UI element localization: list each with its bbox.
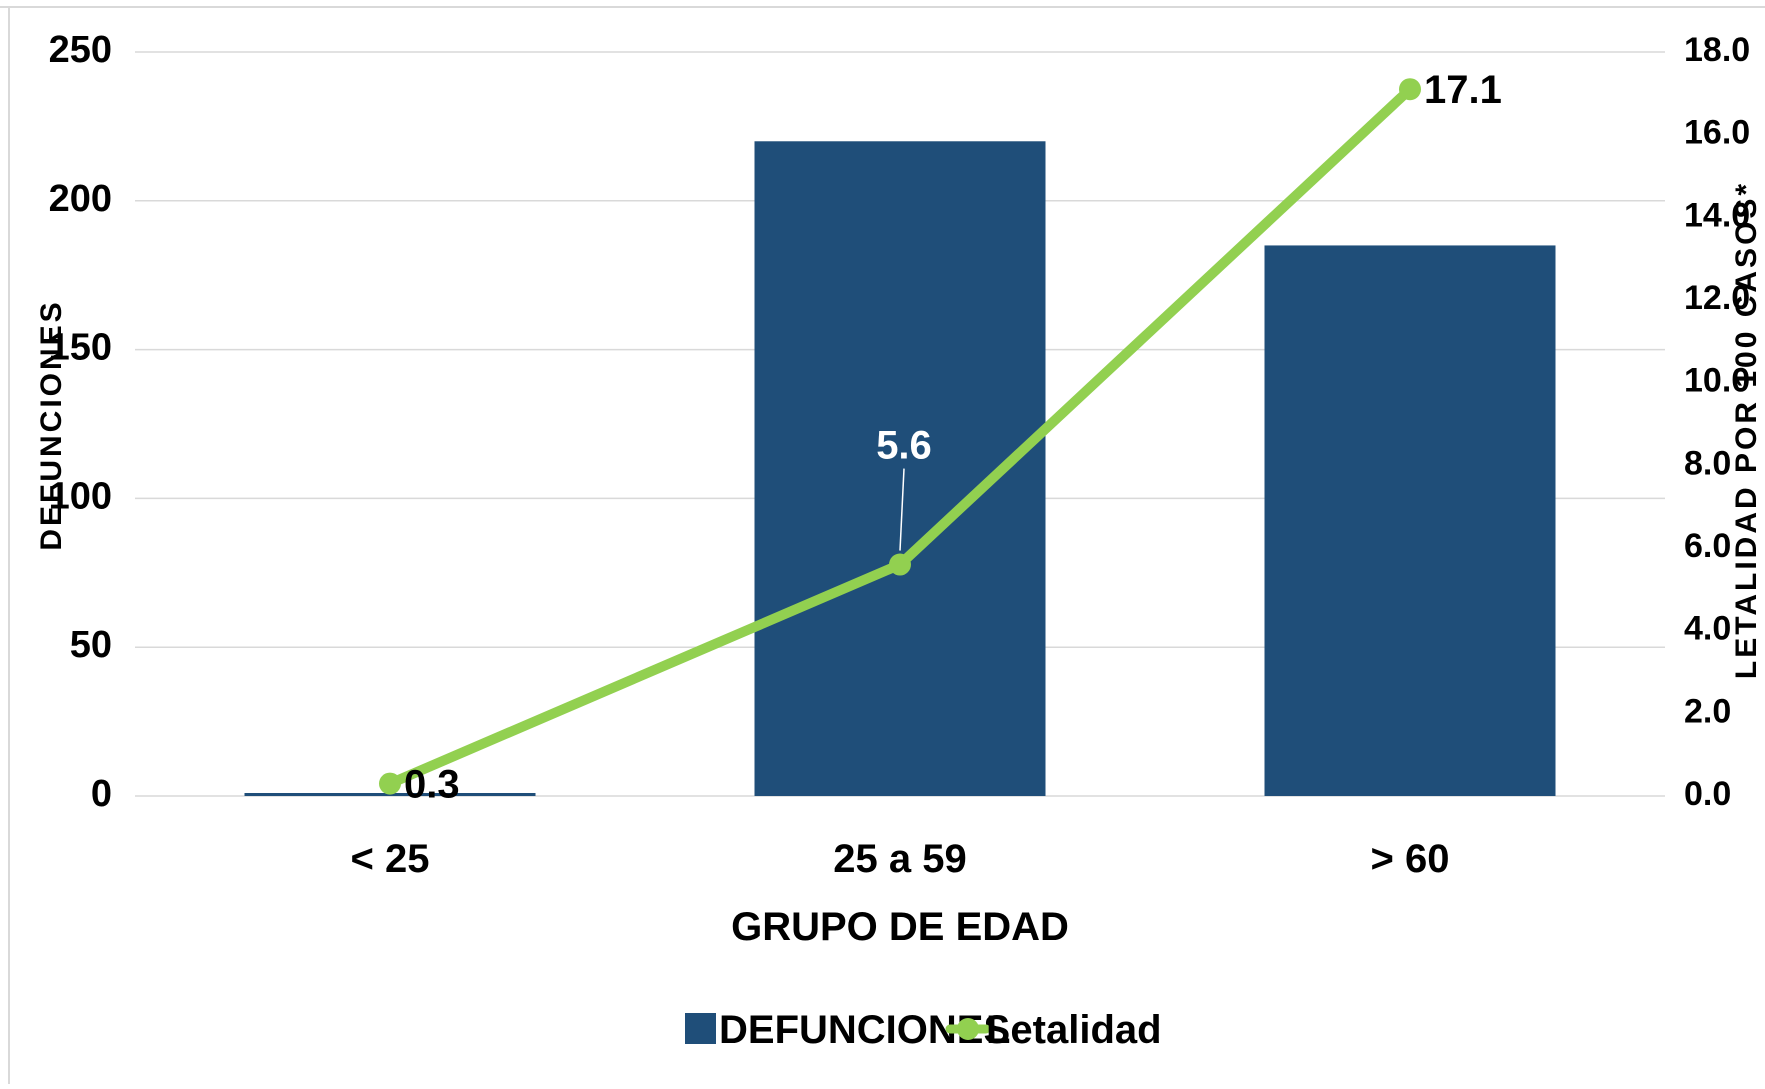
right-axis-title: LETALIDAD POR 100 CASOS* — [1730, 181, 1763, 679]
bar-series-defunciones — [244, 141, 1556, 796]
right-tick-18.0: 18.0 — [1684, 31, 1750, 69]
legend-line-marker — [957, 1018, 979, 1040]
data-label-0: 0.3 — [404, 763, 460, 807]
right-tick-8.0: 8.0 — [1684, 444, 1731, 482]
left-tick-200: 200 — [49, 178, 112, 220]
frame-top-border — [0, 6, 1765, 8]
right-tick-14.0: 14.0 — [1684, 196, 1750, 234]
line-series-letalidad — [379, 78, 1421, 795]
data-label-1: 5.6 — [876, 424, 932, 468]
right-y-axis: 0.0 2.0 4.0 6.0 8.0 10.0 12.0 14.0 16.0 18.0 — [1684, 31, 1750, 813]
left-y-axis: 0 50 100 150 200 250 — [49, 29, 112, 815]
right-tick-12.0: 12.0 — [1684, 279, 1750, 317]
x-tick-label-0: < 25 — [351, 837, 430, 881]
right-tick-10.0: 10.0 — [1684, 362, 1750, 400]
right-tick-0.0: 0.0 — [1684, 775, 1731, 813]
right-tick-6.0: 6.0 — [1684, 527, 1731, 565]
right-tick-4.0: 4.0 — [1684, 610, 1731, 648]
data-labels: 0.3 5.6 17.1 — [404, 68, 1502, 806]
x-axis-title: GRUPO DE EDAD — [731, 905, 1069, 949]
bar-2 — [1264, 245, 1556, 796]
left-tick-100: 100 — [49, 475, 112, 517]
right-tick-2.0: 2.0 — [1684, 692, 1731, 730]
letalidad-marker-2 — [1399, 78, 1421, 101]
letalidad-marker-0 — [379, 772, 401, 795]
data-label-leader-1 — [899, 468, 905, 551]
left-tick-150: 150 — [49, 327, 112, 369]
left-tick-250: 250 — [49, 29, 112, 71]
legend-bar-swatch — [685, 1013, 716, 1044]
left-tick-0: 0 — [91, 773, 112, 815]
left-tick-50: 50 — [70, 624, 112, 666]
legend-label-letalidad: Letalidad — [986, 1008, 1162, 1052]
frame-left-border — [8, 6, 10, 1084]
letalidad-marker-1 — [889, 553, 911, 576]
left-axis-title: DEFUNCIONES — [35, 299, 68, 550]
x-tick-label-1: 25 a 59 — [833, 837, 966, 881]
right-tick-16.0: 16.0 — [1684, 114, 1750, 152]
data-label-2: 17.1 — [1424, 68, 1502, 112]
legend: DEFUNCIONES Letalidad — [685, 1008, 1162, 1052]
x-axis: < 25 25 a 59 > 60 — [351, 837, 1450, 881]
x-tick-label-2: > 60 — [1371, 837, 1450, 881]
